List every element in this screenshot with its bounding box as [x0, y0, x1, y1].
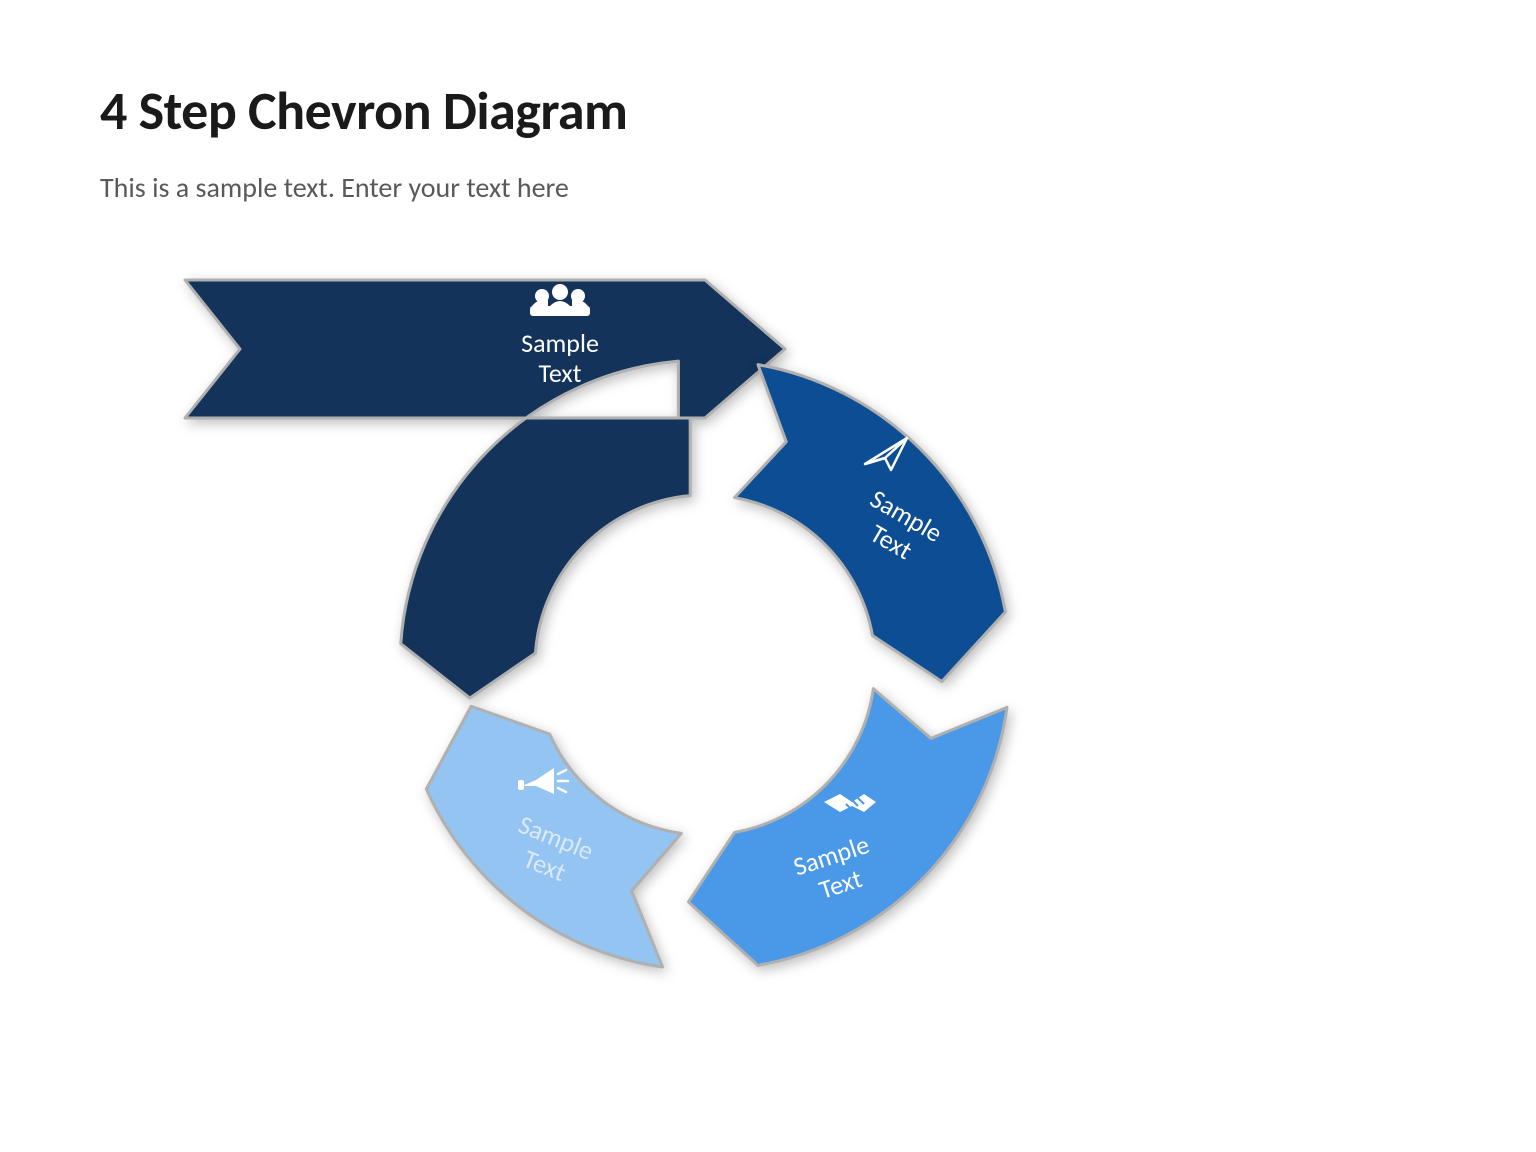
chevron-segment-seg2: [735, 365, 1006, 682]
slide-subtitle: This is a sample text. Enter your text h…: [100, 170, 569, 205]
chevron-segment-seg3: [688, 689, 1007, 966]
svg-text:Sample: Sample: [521, 327, 599, 359]
chevron-entry-arrow: [185, 280, 785, 698]
slide: 4 Step Chevron Diagram This is a sample …: [0, 0, 1536, 1152]
svg-text:Text: Text: [539, 357, 582, 389]
slide-title: 4 Step Chevron Diagram: [100, 78, 627, 144]
chevron-diagram: SampleTextSampleTextSampleTextSampleText: [160, 260, 1100, 1080]
